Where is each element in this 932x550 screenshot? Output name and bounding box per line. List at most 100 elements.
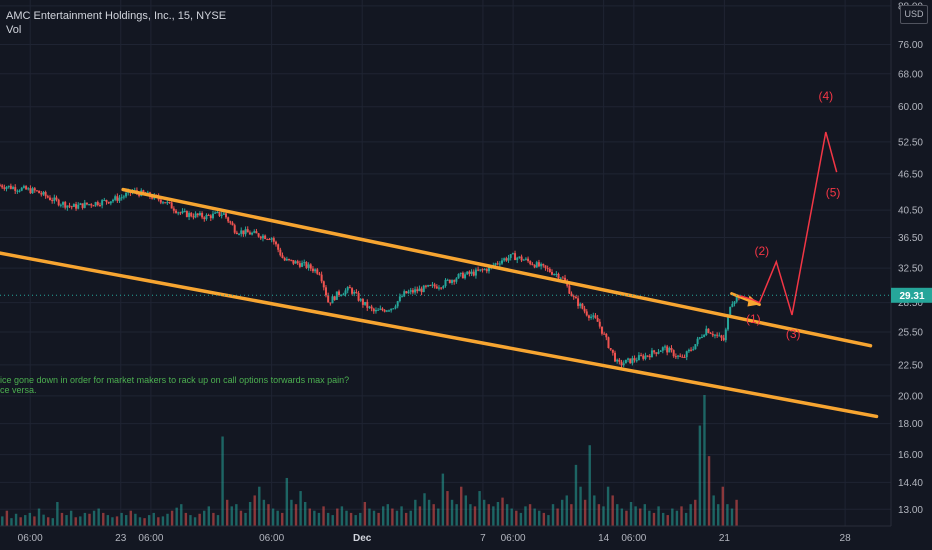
candle-body bbox=[231, 222, 234, 226]
volume-bar bbox=[629, 501, 633, 526]
candle-body bbox=[600, 326, 603, 334]
volume-bar bbox=[303, 501, 307, 526]
candle-body bbox=[520, 256, 523, 261]
candle-body bbox=[27, 188, 30, 190]
candle-body bbox=[181, 211, 184, 213]
candle-body bbox=[429, 285, 432, 287]
price-tick-label: 40.50 bbox=[898, 206, 923, 217]
candle-body bbox=[531, 264, 534, 266]
candle-body bbox=[444, 279, 447, 287]
candle-body bbox=[12, 187, 15, 189]
candle-body bbox=[585, 311, 588, 316]
volume-bar bbox=[349, 512, 353, 526]
candle-body bbox=[268, 239, 271, 241]
volume-bar bbox=[88, 513, 91, 526]
candle-body bbox=[437, 287, 440, 289]
candle-body bbox=[420, 288, 423, 293]
candle-body bbox=[46, 196, 49, 198]
candle-body bbox=[3, 187, 6, 189]
volume-bar bbox=[230, 506, 233, 526]
volume-bar bbox=[694, 499, 697, 526]
price-candles bbox=[0, 183, 740, 369]
trendlines[interactable] bbox=[0, 187, 879, 419]
candle-body bbox=[59, 204, 62, 206]
candle-body bbox=[18, 190, 21, 192]
candle-body bbox=[624, 359, 627, 364]
price-axis-background bbox=[891, 0, 932, 550]
candle-body bbox=[205, 214, 208, 220]
candle-body bbox=[629, 358, 632, 364]
volume-bar bbox=[10, 518, 13, 526]
time-axis[interactable]: 06:00 23 06:00 06:00 Dec 7 06:00 14 06:00 21 28 bbox=[18, 533, 851, 544]
candle-body bbox=[42, 192, 45, 195]
price-tick-label: 68.00 bbox=[898, 69, 923, 80]
volume-bar bbox=[515, 510, 518, 526]
candle-body bbox=[592, 315, 595, 317]
symbol-title[interactable]: AMC Entertainment Holdings, Inc., 15, NY… bbox=[6, 10, 227, 22]
candle-body bbox=[590, 316, 593, 318]
candle-body bbox=[331, 296, 334, 304]
candle-body bbox=[48, 197, 51, 201]
candle-body bbox=[422, 285, 425, 293]
candle-body bbox=[194, 213, 197, 218]
candle-body bbox=[383, 310, 386, 312]
volume-bar bbox=[721, 486, 725, 526]
volume-bar bbox=[372, 510, 376, 526]
volume-bar bbox=[258, 486, 261, 526]
candle-body bbox=[614, 352, 617, 362]
volume-bar bbox=[391, 508, 394, 526]
volume-bar bbox=[666, 515, 669, 526]
candle-body bbox=[713, 334, 716, 336]
candle-body bbox=[683, 357, 686, 359]
volume-bar bbox=[574, 464, 578, 526]
candle-body bbox=[729, 306, 732, 316]
candle-body bbox=[90, 204, 93, 206]
volume-bar bbox=[496, 501, 500, 526]
candle-body bbox=[1, 185, 4, 188]
volume-bar bbox=[698, 425, 702, 526]
candle-body bbox=[396, 301, 399, 307]
candle-body bbox=[220, 214, 223, 216]
volume-bar bbox=[423, 493, 426, 526]
candle-body bbox=[553, 273, 556, 275]
candle-body bbox=[709, 332, 712, 334]
candle-body bbox=[501, 260, 504, 264]
volume-bar bbox=[606, 486, 610, 526]
candle-body bbox=[603, 333, 606, 335]
candle-body bbox=[394, 306, 397, 309]
candle-body bbox=[72, 204, 75, 207]
volume-bar bbox=[5, 510, 9, 526]
elliott-wave[interactable]: (1) (2) (3) (4) (5) bbox=[738, 89, 841, 341]
volume-bar bbox=[437, 508, 440, 526]
volume-bar bbox=[180, 504, 183, 526]
candle-body bbox=[218, 212, 221, 216]
candle-body bbox=[659, 350, 662, 352]
candle-body bbox=[161, 202, 164, 204]
volume-bar bbox=[473, 506, 477, 526]
volume-bar bbox=[216, 515, 220, 526]
candle-body bbox=[122, 196, 125, 198]
candle-body bbox=[118, 197, 121, 201]
candle-body bbox=[731, 303, 734, 307]
candle-body bbox=[225, 213, 228, 218]
volume-bar bbox=[400, 506, 403, 526]
volume-bar bbox=[225, 499, 229, 526]
currency-label[interactable]: USD bbox=[900, 5, 928, 24]
candle-body bbox=[733, 301, 736, 304]
candle-body bbox=[168, 202, 171, 204]
candle-body bbox=[314, 269, 317, 272]
candle-body bbox=[568, 285, 571, 294]
candle-body bbox=[66, 205, 69, 208]
volume-bar bbox=[602, 506, 605, 526]
volume-bar bbox=[583, 499, 587, 526]
volume-indicator-label[interactable]: Vol bbox=[6, 24, 22, 36]
price-axis[interactable]: 13.00 14.40 16.00 18.00 20.00 22.50 25.50 28.50… bbox=[898, 1, 923, 515]
candle-body bbox=[644, 355, 647, 359]
volume-bar bbox=[560, 499, 564, 526]
candle-body bbox=[514, 253, 517, 261]
candle-body bbox=[98, 205, 101, 207]
candle-body bbox=[557, 273, 560, 279]
candle-body bbox=[246, 229, 249, 233]
volume-bar bbox=[221, 436, 224, 526]
